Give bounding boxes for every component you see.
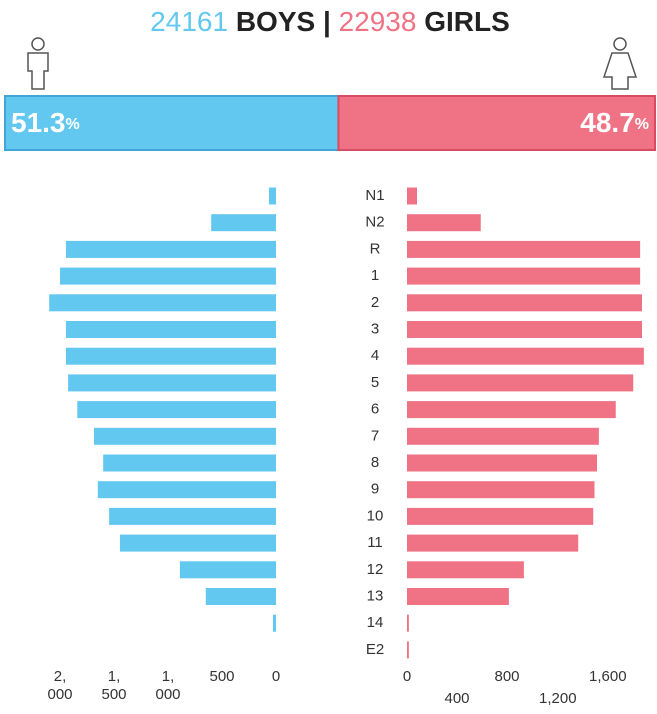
x-tick-label-left: 1, 500 <box>101 668 127 703</box>
category-label: 7 <box>371 427 379 444</box>
girls-bar <box>407 507 594 525</box>
boys-bar <box>272 614 276 632</box>
girls-bar <box>407 321 642 338</box>
girls-bar <box>407 614 409 632</box>
girls-bar <box>407 427 599 445</box>
boys-bar <box>179 561 276 579</box>
girls-bar <box>407 534 579 552</box>
x-tick-label-right: 1,200 <box>539 690 577 707</box>
boys-bar <box>68 374 276 392</box>
boy-icon <box>27 37 49 90</box>
boys-total: 24161 <box>150 6 228 37</box>
boys-bar <box>119 534 276 552</box>
girls-bar <box>407 454 597 472</box>
x-tick-label-left: 500 <box>209 668 235 685</box>
girls-pct-bar <box>337 95 656 151</box>
category-label: N2 <box>365 214 384 231</box>
girls-bar <box>407 481 595 499</box>
girls-bar <box>407 187 417 205</box>
boys-bar <box>94 427 277 445</box>
girls-bar <box>407 561 524 579</box>
separator: | <box>323 6 331 37</box>
boys-bar <box>65 347 276 365</box>
x-tick-label-right: 800 <box>494 668 520 685</box>
boys-bar <box>65 321 276 338</box>
girls-bar <box>407 294 642 312</box>
boys-pct-label: 51.3% <box>11 107 80 138</box>
girls-pct-label: 48.7% <box>580 107 649 138</box>
boys-pct-bar <box>4 95 340 151</box>
boys-pct-sign: % <box>66 116 80 133</box>
boys-bar <box>205 588 276 605</box>
category-label: 4 <box>371 347 379 364</box>
category-label: 14 <box>367 614 384 631</box>
girls-bar <box>407 401 616 419</box>
category-label: 13 <box>367 587 384 604</box>
x-tick-label-left: 0 <box>271 668 281 685</box>
boys-bar <box>268 187 276 205</box>
x-tick-label-left: 1, 000 <box>155 668 181 703</box>
x-tick-label-left: 2, 000 <box>47 668 73 703</box>
girls-pct-value: 48.7 <box>580 107 635 138</box>
category-label: 11 <box>367 534 383 551</box>
girls-bar <box>407 240 641 258</box>
girls-total: 22938 <box>339 6 417 37</box>
category-label: 6 <box>371 401 379 418</box>
chart-title: 24161 BOYS | 22938 GIRLS <box>150 6 510 37</box>
x-tick-label-right: 1,600 <box>589 668 627 685</box>
boys-bar <box>109 507 276 525</box>
category-label: 2 <box>371 294 379 311</box>
boys-bar <box>60 267 276 285</box>
category-label: N1 <box>365 187 384 204</box>
girls-label: GIRLS <box>424 6 510 37</box>
boys-label: BOYS <box>236 6 315 37</box>
category-label: 3 <box>371 320 379 337</box>
girls-pct-sign: % <box>635 116 649 133</box>
girls-bar <box>407 588 509 605</box>
category-label: R <box>370 240 381 257</box>
category-label: 5 <box>371 374 379 391</box>
boys-bar <box>65 240 276 258</box>
category-label: 8 <box>371 454 379 471</box>
category-label: 10 <box>367 507 384 524</box>
boys-bar <box>211 214 276 232</box>
boys-bar <box>97 481 276 499</box>
x-tick-label-right: 400 <box>444 690 470 707</box>
category-label: 9 <box>371 481 379 498</box>
girl-icon <box>602 37 638 90</box>
girls-bar <box>407 641 409 659</box>
x-tick-label-right: 0 <box>402 668 412 685</box>
girls-bar <box>407 267 641 285</box>
girls-bar <box>407 347 644 365</box>
category-label: 1 <box>371 267 379 284</box>
boys-bar <box>49 294 277 312</box>
girls-bar <box>407 374 634 392</box>
category-label: E2 <box>366 641 384 658</box>
girls-bar <box>407 214 481 232</box>
boys-bar <box>103 454 276 472</box>
category-label: 12 <box>367 561 384 578</box>
boys-pct-value: 51.3 <box>11 107 66 138</box>
boys-bar <box>77 401 276 419</box>
